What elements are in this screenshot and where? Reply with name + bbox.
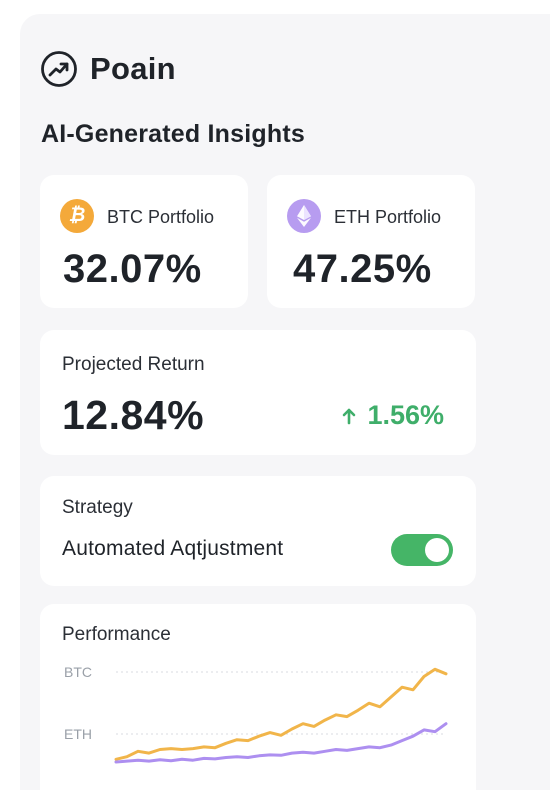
toggle-knob: [425, 538, 449, 562]
app-header: Poain: [40, 50, 176, 88]
trending-up-icon: [41, 51, 77, 87]
projected-return-label: Projected Return: [62, 354, 205, 375]
strategy-card: Strategy Automated Aqtjustment: [40, 476, 476, 586]
projected-return-card[interactable]: Projected Return 12.84% 1.56%: [40, 330, 476, 455]
projected-return-change-value: 1.56%: [367, 400, 444, 430]
series-line-eth: [114, 722, 448, 764]
section-title: AI-Generated Insights: [41, 120, 305, 148]
series-line-btc: [114, 667, 448, 761]
arrow-up-icon: [343, 408, 356, 424]
y-tick-label: BTC: [64, 664, 92, 680]
strategy-label: Strategy: [62, 497, 133, 518]
btc-portfolio-card[interactable]: ₿ BTC Portfolio 32.07%: [40, 175, 248, 308]
btc-portfolio-label: BTC Portfolio: [107, 207, 215, 227]
projected-return-value: 12.84%: [62, 392, 205, 438]
eth-portfolio-value: 47.25%: [293, 247, 432, 291]
performance-chart: BTC ETH: [64, 664, 448, 764]
ethereum-icon: [287, 199, 321, 233]
strategy-value: Automated Aqtjustment: [62, 537, 284, 560]
eth-portfolio-card[interactable]: ETH Portfolio 47.25%: [267, 175, 475, 308]
projected-return-change: 1.56%: [342, 400, 444, 431]
app-name: Poain: [90, 51, 176, 86]
y-tick-label: ETH: [64, 726, 92, 742]
performance-card: BTC ETH Performance: [40, 604, 476, 790]
performance-label: Performance: [62, 624, 171, 645]
automated-adjustment-toggle[interactable]: [391, 534, 453, 566]
eth-portfolio-label: ETH Portfolio: [334, 207, 442, 227]
btc-portfolio-value: 32.07%: [63, 247, 202, 291]
bitcoin-icon: ₿: [60, 199, 94, 233]
